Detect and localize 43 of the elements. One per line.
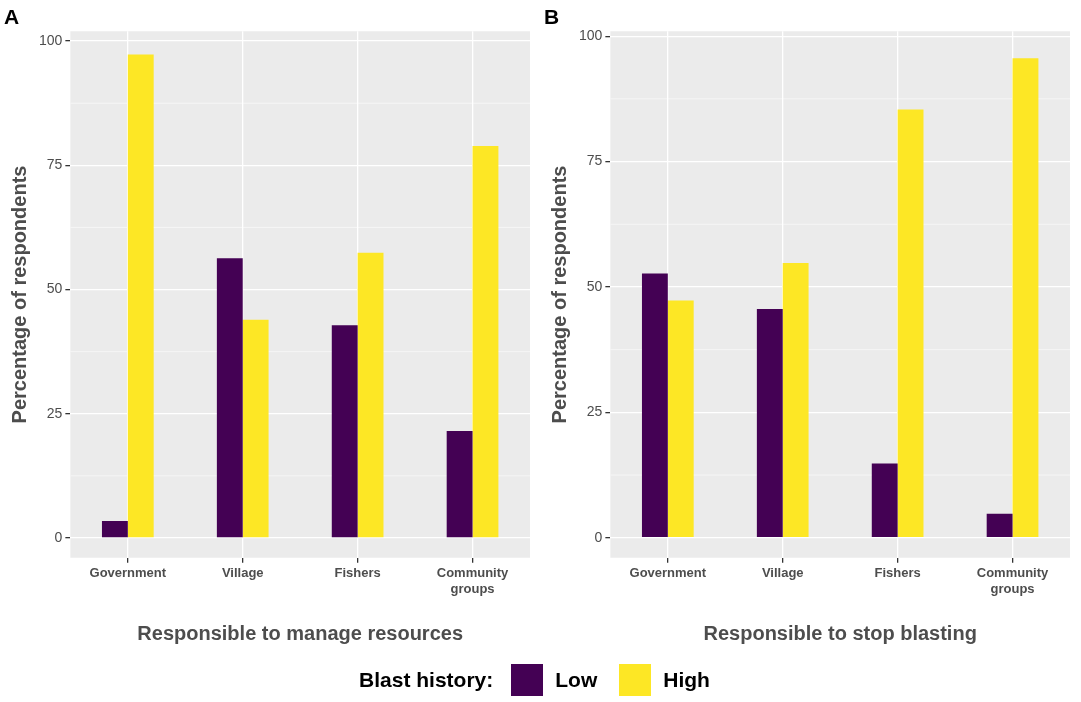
bar bbox=[331, 325, 358, 538]
chart-title: B bbox=[544, 5, 560, 29]
y-tick-label: 25 bbox=[46, 404, 63, 421]
x-tick-label: Community groups bbox=[976, 565, 1050, 596]
y-tick-label: 100 bbox=[579, 27, 603, 44]
bar bbox=[641, 273, 668, 538]
y-axis-title: Percentage of respondents bbox=[7, 165, 30, 424]
x-tick-label: Village bbox=[761, 565, 804, 581]
bar bbox=[756, 309, 783, 538]
bar bbox=[127, 54, 154, 538]
y-tick-label: 50 bbox=[46, 280, 63, 297]
bar bbox=[472, 145, 499, 538]
x-axis-title: Responsible to stop blasting bbox=[703, 621, 977, 644]
bar bbox=[242, 319, 269, 538]
y-tick-label: 100 bbox=[39, 32, 63, 48]
x-tick-label: Fishers bbox=[334, 565, 381, 581]
legend-label: High bbox=[663, 668, 710, 692]
x-tick-label: Government bbox=[89, 565, 167, 581]
y-tick-label: 0 bbox=[594, 528, 603, 545]
x-axis-title: Responsible to manage resources bbox=[137, 621, 464, 644]
y-axis-title: Percentage of respondents bbox=[547, 165, 570, 424]
x-tick-label: Government bbox=[629, 565, 707, 581]
y-tick-label: 75 bbox=[46, 156, 63, 173]
x-tick-label: Fishers bbox=[874, 565, 921, 581]
bar bbox=[871, 463, 898, 538]
bar bbox=[446, 431, 473, 538]
bar bbox=[216, 258, 243, 538]
bar bbox=[782, 262, 809, 538]
bar bbox=[986, 513, 1013, 538]
y-tick-label: 25 bbox=[586, 403, 603, 420]
y-tick-label: 75 bbox=[586, 152, 603, 169]
x-tick-label: Community groups bbox=[436, 565, 510, 596]
legend-title: Blast history: bbox=[359, 668, 494, 692]
bar bbox=[357, 252, 384, 538]
chart-title: A bbox=[4, 5, 20, 29]
bar bbox=[101, 521, 128, 538]
y-tick-label: 0 bbox=[54, 528, 63, 545]
y-tick-label: 50 bbox=[586, 277, 603, 294]
bar bbox=[667, 300, 694, 538]
legend-label: Low bbox=[555, 668, 598, 692]
bar bbox=[1012, 58, 1039, 538]
x-tick-label: Village bbox=[221, 565, 264, 581]
bar bbox=[897, 109, 924, 538]
